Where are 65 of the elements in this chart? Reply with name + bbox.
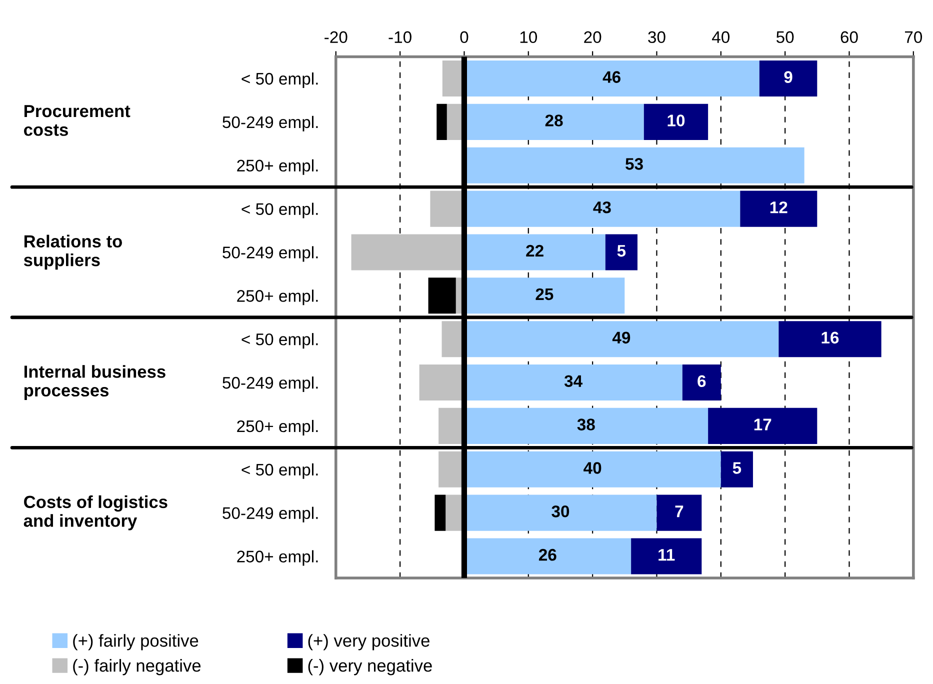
data-label: 6 [698, 375, 706, 387]
text: Procurement costs [24, 105, 130, 136]
x-tick-label: 20 [584, 31, 602, 44]
y-tick-label: 250+ empl. [237, 550, 318, 566]
data-label: 34 [564, 375, 582, 388]
legend-label: (+) fairly positive [73, 634, 198, 650]
x-tick-label: 60 [840, 31, 858, 44]
bar [778, 321, 882, 358]
data-label: 11 [658, 549, 675, 561]
data-label: 25 [536, 288, 554, 300]
x-tick-label: 0 [460, 31, 468, 44]
data-label: 22 [526, 244, 544, 257]
x-tick-label: 50 [776, 31, 794, 44]
data-label: 28 [545, 114, 563, 126]
data-label: 9 [784, 71, 792, 83]
text: Costs of logistics and inventory [24, 495, 168, 530]
data-label: 7 [675, 506, 684, 518]
legend-label: (-) fairly negative [73, 659, 201, 676]
bar [631, 538, 702, 574]
bar [656, 494, 702, 531]
bar [434, 494, 446, 531]
bar [720, 451, 753, 488]
text: Internal business processes [24, 365, 166, 400]
text: Relations to suppliers [24, 234, 122, 270]
bar [740, 190, 818, 227]
y-tick-label: 250+ empl. [237, 420, 318, 436]
data-label: 46 [602, 71, 620, 83]
x-tick-label: 10 [520, 31, 538, 44]
data-label: 5 [617, 245, 626, 257]
data-label: 40 [584, 462, 602, 474]
data-label: 12 [770, 201, 788, 214]
data-label: 53 [626, 158, 643, 170]
x-tick-label: 30 [648, 31, 666, 44]
y-tick-label: < 50 empl. [242, 463, 318, 479]
y-tick-label: < 50 empl. [242, 333, 318, 349]
bar [428, 278, 456, 314]
data-label: 49 [612, 332, 630, 344]
y-tick-label: < 50 empl. [242, 202, 318, 218]
y-tick-label: < 50 empl. [242, 72, 318, 88]
data-label: 43 [593, 201, 611, 214]
x-tick-label: -10 [388, 31, 412, 44]
x-tick-label: 70 [904, 31, 922, 44]
data-label: 17 [754, 418, 772, 430]
y-tick-label: 250+ empl. [237, 159, 318, 175]
legend-label: (-) very negative [308, 659, 432, 676]
y-tick-label: 50-249 empl. [222, 506, 318, 522]
data-label: 16 [822, 332, 839, 344]
y-tick-label: 50-249 empl. [222, 116, 318, 132]
y-tick-label: 50-249 empl. [222, 246, 318, 262]
bar [605, 234, 638, 270]
data-label: 26 [538, 548, 556, 561]
legend-label: (+) very positive [308, 634, 430, 650]
bar [644, 104, 708, 140]
bar [682, 364, 721, 401]
x-tick-label: -20 [324, 31, 348, 44]
bar [708, 408, 818, 444]
bar [759, 60, 818, 97]
y-tick-label: 250+ empl. [237, 290, 318, 306]
data-label: 5 [732, 462, 742, 474]
x-tick-label: 40 [712, 31, 730, 44]
data-label: 30 [552, 506, 570, 518]
data-label: 10 [668, 114, 685, 126]
data-label: 38 [577, 418, 595, 430]
bar [436, 104, 447, 140]
y-tick-label: 50-249 empl. [222, 376, 318, 392]
